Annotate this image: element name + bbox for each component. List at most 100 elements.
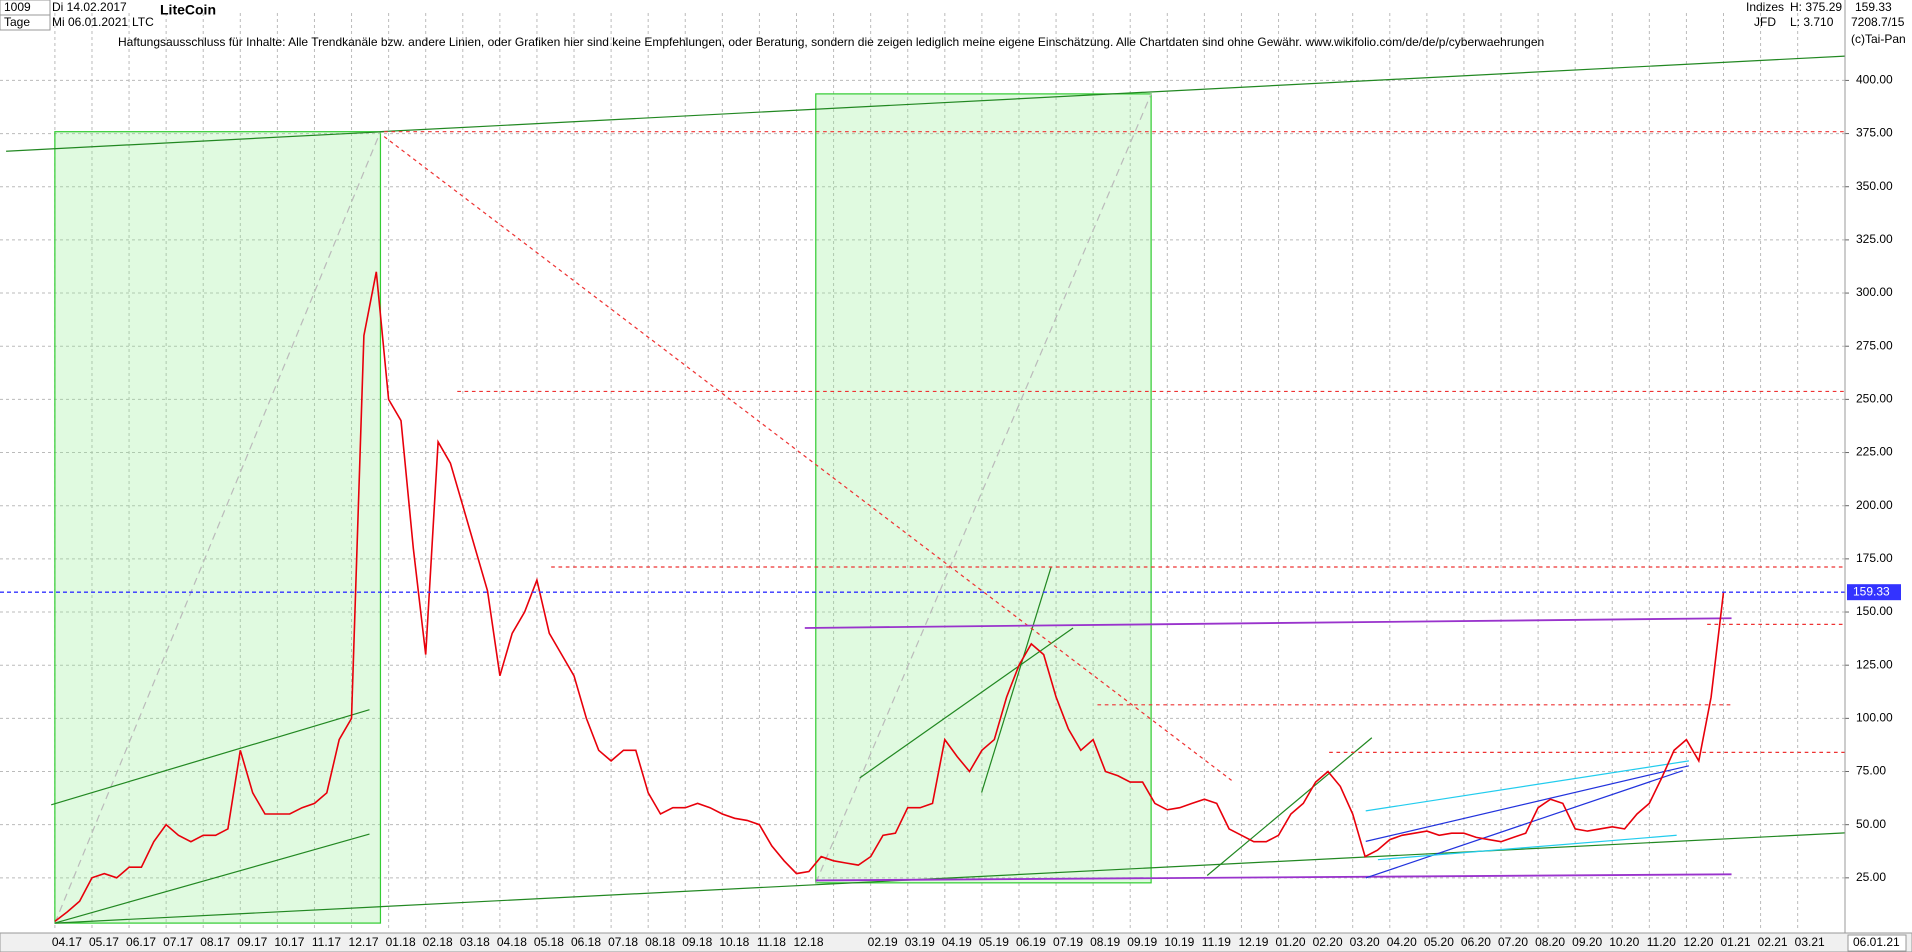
count: 1009 — [4, 0, 31, 14]
y-tick-label: 50.00 — [1856, 817, 1886, 831]
x-tick-label: 10.18 — [719, 935, 749, 949]
period: Tage — [4, 15, 30, 29]
x-tick-label: 03.19 — [905, 935, 935, 949]
symbol: LTC — [132, 15, 154, 29]
trend-line — [859, 627, 1074, 779]
x-tick-label: 01.20 — [1276, 935, 1306, 949]
y-tick-label: 350.00 — [1856, 179, 1893, 193]
x-tick-label: 08.18 — [645, 935, 675, 949]
x-tick-label: 07.20 — [1498, 935, 1528, 949]
x-tick-label: 10.19 — [1164, 935, 1194, 949]
disclaimer: Haftungsausschluss für Inhalte: Alle Tre… — [118, 35, 1544, 49]
trend-line — [1206, 737, 1373, 876]
x-tick-label: 11.20 — [1647, 935, 1676, 949]
x-tick-label: 09.19 — [1127, 935, 1157, 949]
trend-line — [981, 566, 1052, 793]
x-tick-label: 07.19 — [1053, 935, 1083, 949]
trend-line — [54, 833, 370, 924]
trend-line — [6, 131, 385, 152]
trend-line — [380, 55, 1845, 133]
x-tick-label: 04.17 — [52, 935, 82, 949]
x-tick-label: 04.20 — [1387, 935, 1417, 949]
grid — [0, 13, 1845, 931]
y-tick-label: 275.00 — [1856, 338, 1893, 352]
y-tick-label: 75.00 — [1856, 764, 1886, 778]
y-tick-label: 225.00 — [1856, 445, 1893, 459]
x-tick-label: 02.19 — [868, 935, 898, 949]
price-line — [54, 271, 1725, 923]
y-tick-label: 25.00 — [1856, 870, 1886, 884]
x-tick-label: 02.21 — [1758, 935, 1788, 949]
instrument-name: LiteCoin — [160, 2, 216, 18]
x-tick-label: 07.17 — [163, 935, 193, 949]
drawings — [6, 55, 1845, 924]
x-tick-label: 04.18 — [497, 935, 527, 949]
end-date: Mi 06.01.2021 — [52, 15, 128, 29]
x-tick-label: 04.19 — [942, 935, 972, 949]
volume: 7208.7/15 — [1851, 15, 1905, 29]
x-tick-label: 03.21 — [1795, 935, 1825, 949]
x-tick-label: 11.18 — [757, 935, 786, 949]
cursor-date-box — [1847, 934, 1907, 952]
y-tick-label: 375.00 — [1856, 126, 1893, 140]
x-tick-label: 11.19 — [1202, 935, 1231, 949]
x-tick-label: 05.18 — [534, 935, 564, 949]
broker: JFD — [1754, 15, 1776, 29]
channel-line — [1377, 834, 1677, 861]
y-tick-label: 125.00 — [1856, 657, 1893, 671]
trend-line — [51, 709, 370, 806]
x-tick-label: 09.20 — [1572, 935, 1602, 949]
x-tick-label: 12.17 — [349, 935, 379, 949]
cursor-date: 06.01.21 — [1853, 935, 1900, 949]
last-price-label: 159.33 — [1853, 584, 1890, 598]
x-tick-label: 11.17 — [312, 935, 341, 949]
start-date: Di 14.02.2017 — [52, 0, 127, 14]
x-tick-label: 05.19 — [979, 935, 1009, 949]
x-tick-label: 03.20 — [1350, 935, 1380, 949]
channel-line — [1365, 770, 1683, 879]
x-tick-label: 10.20 — [1609, 935, 1639, 949]
y-tick-label: 400.00 — [1856, 73, 1893, 87]
plot — [0, 79, 1849, 923]
price: 159.33 — [1855, 0, 1892, 14]
low: L: 3.710 — [1790, 15, 1834, 29]
x-tick-label: 12.20 — [1683, 935, 1713, 949]
channel-line — [1365, 760, 1689, 812]
x-tick-label: 12.18 — [793, 935, 823, 949]
high: H: 375.29 — [1790, 0, 1842, 14]
diagonal — [383, 136, 1232, 781]
period-box[interactable] — [0, 14, 51, 31]
trend-line — [54, 832, 1845, 924]
x-tick-label: 01.18 — [386, 935, 416, 949]
x-tick-label: 07.18 — [608, 935, 638, 949]
y-tick-label: 150.00 — [1856, 604, 1893, 618]
x-tick-label: 05.20 — [1424, 935, 1454, 949]
x-tick-label: 06.17 — [126, 935, 156, 949]
y-tick-label: 250.00 — [1856, 392, 1893, 406]
y-tick-label: 100.00 — [1856, 711, 1893, 725]
x-tick-label: 02.20 — [1313, 935, 1343, 949]
channel-line — [1365, 765, 1690, 842]
x-tick-label: 03.18 — [460, 935, 490, 949]
x-tick-label: 08.20 — [1535, 935, 1565, 949]
x-tick-label: 10.17 — [274, 935, 304, 949]
x-axis-bar — [0, 932, 1912, 952]
diagonal — [54, 131, 382, 924]
y-tick-label: 325.00 — [1856, 232, 1893, 246]
last-price-box — [1847, 584, 1901, 601]
x-tick-label: 02.18 — [423, 935, 453, 949]
x-tick-label: 06.20 — [1461, 935, 1491, 949]
y-tick-label: 175.00 — [1856, 551, 1893, 565]
copyright: (c)Tai-Pan — [1851, 32, 1906, 46]
x-tick-label: 09.18 — [682, 935, 712, 949]
x-tick-label: 01.21 — [1720, 935, 1750, 949]
y-tick-label: 300.00 — [1856, 285, 1893, 299]
diagonal — [815, 93, 1152, 884]
x-tick-label: 12.19 — [1238, 935, 1268, 949]
x-tick-label: 06.18 — [571, 935, 601, 949]
purple-line — [804, 617, 1732, 629]
y-tick-label: 200.00 — [1856, 498, 1893, 512]
purple-line — [815, 873, 1732, 882]
